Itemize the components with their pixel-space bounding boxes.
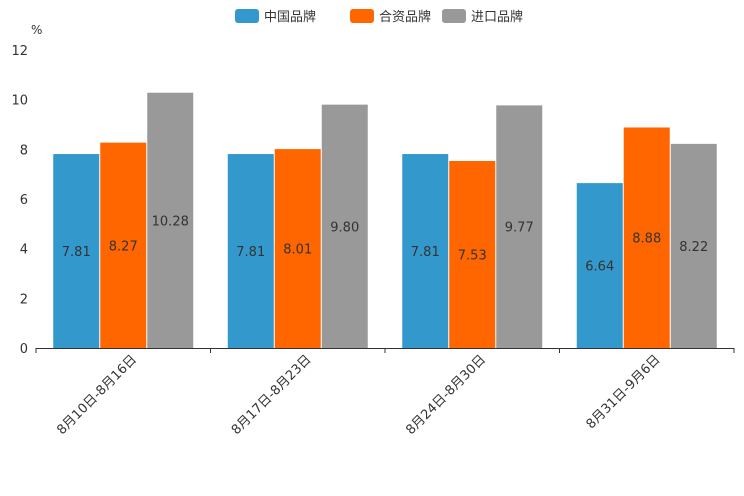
- legend-swatch: [350, 9, 374, 23]
- y-axis: 0 2 4 6 8 10 12: [11, 44, 28, 357]
- x-category-label: 8月31日-9月6日: [584, 352, 664, 432]
- data-label: 6.64: [585, 260, 614, 275]
- bar: [227, 154, 274, 348]
- data-label: 10.28: [152, 214, 189, 229]
- y-tick-label: 12: [11, 44, 28, 59]
- data-label: 9.77: [505, 221, 534, 236]
- legend-swatch: [442, 9, 466, 23]
- bar: [623, 127, 670, 348]
- data-label: 8.22: [679, 240, 708, 255]
- y-tick-label: 2: [20, 292, 28, 307]
- data-label: 7.53: [458, 249, 487, 264]
- data-label: 7.81: [62, 245, 91, 260]
- bar: [670, 143, 717, 348]
- legend-label: 合资品牌: [379, 9, 431, 25]
- bar: [576, 183, 623, 348]
- data-label: 8.88: [632, 232, 661, 247]
- data-label: 7.81: [411, 245, 440, 260]
- data-label: 9.80: [330, 220, 359, 235]
- x-category-label: 8月24日-8月30日: [403, 352, 489, 438]
- y-tick-label: 0: [20, 342, 28, 357]
- y-tick-label: 10: [11, 94, 28, 109]
- data-label: 8.01: [283, 243, 312, 258]
- bar: [496, 105, 543, 349]
- x-axis: 8月10日-8月16日 8月17日-8月23日 8月24日-8月30日 8月31日-9…: [35, 348, 735, 438]
- y-tick-label: 4: [20, 243, 28, 258]
- bar: [53, 154, 100, 348]
- bar: [321, 104, 368, 348]
- y-tick-label: 6: [20, 193, 28, 208]
- legend: 中国品牌 合资品牌 进口品牌: [235, 9, 523, 25]
- data-label: 8.27: [109, 239, 138, 254]
- bar: [449, 161, 496, 348]
- x-category-label: 8月10日-8月16日: [54, 352, 140, 438]
- bars: 7.81 8.27 10.28 7.81 8.01 9.80 7.81 7.53 9.77 6.6…: [53, 92, 717, 349]
- y-tick-label: 8: [20, 143, 28, 158]
- bar: [402, 154, 449, 348]
- legend-label: 中国品牌: [264, 9, 316, 25]
- y-axis-unit-label: %: [31, 23, 42, 37]
- bar: [274, 149, 321, 348]
- bar: [100, 142, 147, 348]
- data-label: 7.81: [236, 245, 265, 260]
- legend-swatch: [235, 9, 259, 23]
- bar: [147, 92, 194, 348]
- x-category-label: 8月17日-8月23日: [229, 352, 315, 438]
- legend-label: 进口品牌: [471, 9, 523, 25]
